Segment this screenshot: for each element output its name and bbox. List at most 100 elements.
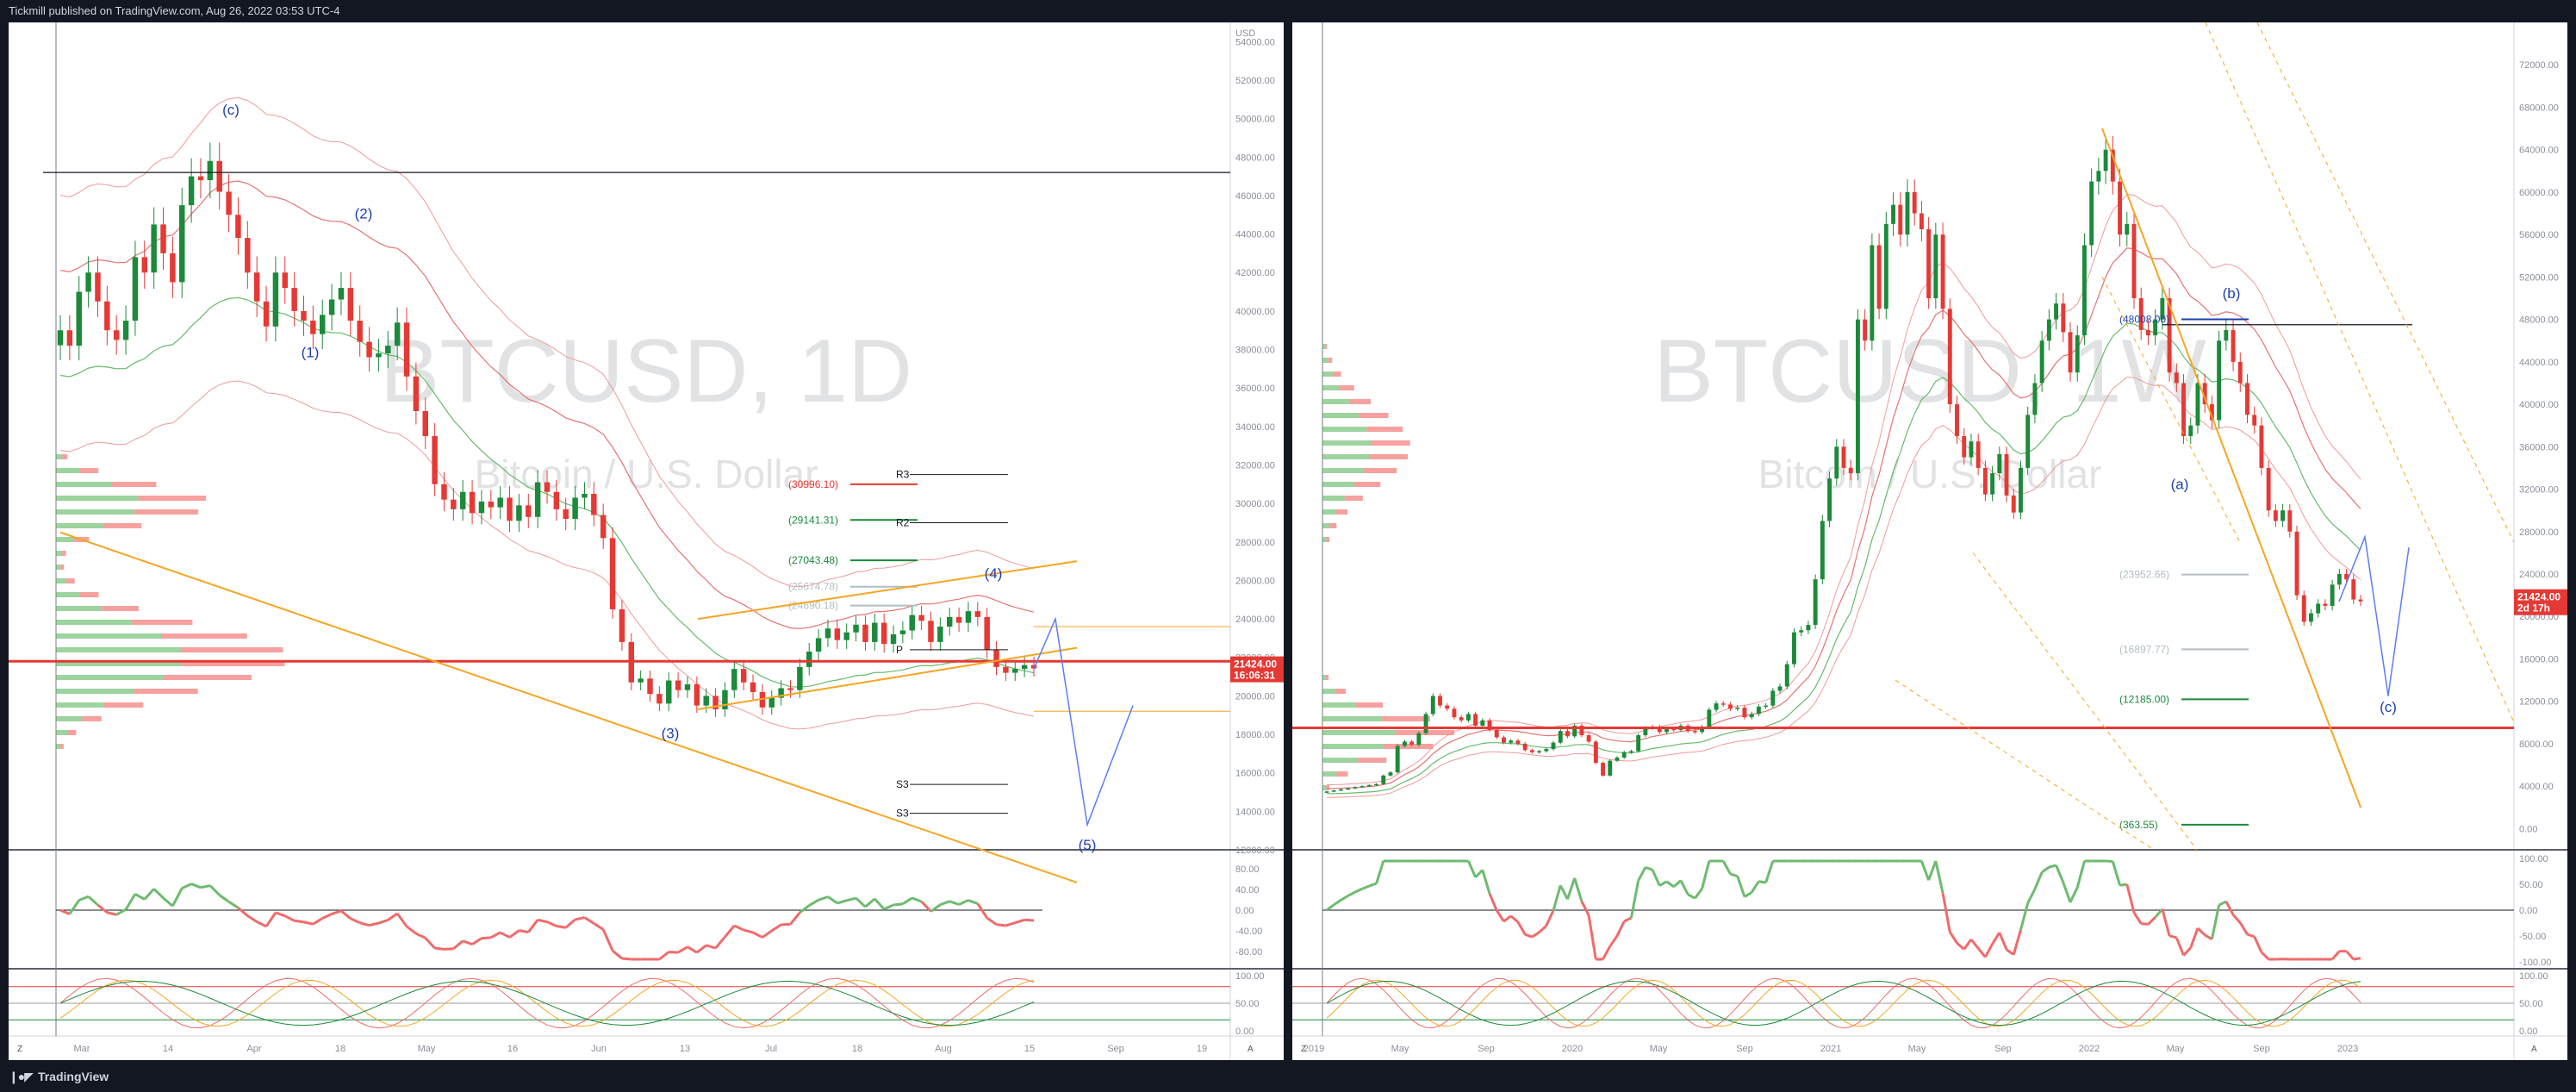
chart-svg-right[interactable]: BTCUSD, 1W Bitcoin / U.S. Dollar 72000.00 6… bbox=[1292, 22, 2567, 1060]
rsi-segment bbox=[1764, 860, 1775, 883]
trailing-stop-red bbox=[1326, 247, 2361, 789]
rsi-segment bbox=[2041, 865, 2050, 874]
candle-body bbox=[890, 633, 897, 645]
volume-profile-bar bbox=[1322, 482, 1354, 487]
publication-header: Tickmill published on TradingView.com, A… bbox=[0, 0, 2576, 22]
x-tick-label: 2022 bbox=[2079, 1044, 2100, 1054]
last-price-value: 21424.00 bbox=[1234, 658, 1277, 671]
rsi-segment bbox=[499, 931, 511, 939]
candle-body bbox=[1777, 686, 1783, 691]
x-tick-label: 14 bbox=[163, 1044, 173, 1054]
rsi-segment bbox=[1368, 882, 1378, 888]
wave-label: (b) bbox=[2223, 285, 2241, 302]
chart-panel-left[interactable]: BTCUSD, 1D Bitcoin / U.S. Dollar 54000.00 5… bbox=[9, 22, 1284, 1060]
candle-body bbox=[872, 622, 878, 642]
volume-profile-bar bbox=[1348, 399, 1372, 404]
rsi-segment bbox=[246, 914, 258, 923]
candle-body bbox=[591, 493, 597, 515]
candle-body bbox=[1955, 404, 1959, 436]
rsi-segment bbox=[546, 920, 557, 927]
rsi-segment bbox=[2210, 904, 2221, 940]
candle-body bbox=[413, 376, 420, 411]
auto-scale-button: A bbox=[1248, 1045, 1254, 1054]
candle-body bbox=[1919, 213, 1924, 229]
rsi-segment bbox=[481, 936, 491, 940]
stoch-k-line bbox=[1326, 977, 2361, 1029]
candle-body bbox=[2309, 613, 2313, 622]
candle-body bbox=[122, 321, 129, 340]
y-tick-label: 42000.00 bbox=[1235, 268, 1275, 278]
level-label: (25674.78) bbox=[788, 581, 838, 593]
candle-body bbox=[834, 628, 841, 640]
tradingview-brand[interactable]: ❙●◤ TradingView bbox=[9, 1070, 109, 1084]
rsi-segment bbox=[2182, 946, 2192, 957]
rsi-segment bbox=[303, 920, 314, 926]
candle-body bbox=[1621, 752, 1627, 758]
candle-body bbox=[815, 638, 822, 652]
rsi-segment bbox=[2048, 864, 2056, 869]
candle-body bbox=[366, 341, 372, 358]
candle-body bbox=[974, 611, 981, 617]
candle-body bbox=[1586, 735, 1591, 742]
rsi-segment bbox=[115, 908, 127, 916]
volume-profile-bar bbox=[1329, 523, 1337, 528]
candle-body bbox=[1565, 731, 1570, 737]
trailing-stop-green bbox=[1326, 322, 2361, 795]
candle-body bbox=[141, 257, 148, 273]
candle-body bbox=[993, 649, 999, 667]
level-label: (48008.00) bbox=[2119, 314, 2169, 326]
candle-body bbox=[1381, 775, 1386, 784]
auto-scale-button: A bbox=[2531, 1045, 2537, 1054]
candle-body bbox=[1905, 191, 1910, 235]
volume-profile-bar bbox=[1336, 509, 1348, 515]
chart-svg-left[interactable]: BTCUSD, 1D Bitcoin / U.S. Dollar 54000.00 5… bbox=[9, 22, 1284, 1060]
y-tick-label: 14000.00 bbox=[1235, 807, 1275, 817]
rsi-segment bbox=[1545, 909, 1555, 927]
rsi-segment bbox=[714, 936, 726, 949]
rsi-segment bbox=[1531, 931, 1540, 939]
rsi-segment bbox=[2141, 922, 2149, 926]
rsi-segment bbox=[827, 895, 838, 905]
y-tick-label: 68000.00 bbox=[2519, 103, 2559, 113]
rsi-segment bbox=[864, 897, 876, 908]
candle-body bbox=[619, 608, 625, 642]
candle-body bbox=[1459, 717, 1464, 721]
rsi-segment bbox=[2147, 916, 2156, 926]
volume-profile-bar bbox=[56, 482, 111, 487]
rsi-segment bbox=[321, 913, 333, 920]
rsi-segment bbox=[350, 917, 361, 925]
candle-body bbox=[1473, 714, 1478, 726]
candle-body bbox=[2209, 404, 2214, 421]
volume-profile-bar bbox=[60, 565, 65, 570]
volume-profile-bar bbox=[1325, 675, 1329, 680]
candle-body bbox=[2323, 603, 2328, 606]
chart-panel-right[interactable]: BTCUSD, 1W Bitcoin / U.S. Dollar 72000.00 6… bbox=[1292, 22, 2567, 1060]
wave-label: (c) bbox=[222, 102, 240, 118]
rsi-segment bbox=[359, 921, 370, 927]
level-label: (363.55) bbox=[2119, 819, 2158, 831]
candle-body bbox=[2075, 335, 2080, 373]
candle-body bbox=[1509, 740, 1514, 743]
rsi-segment bbox=[564, 918, 576, 929]
y-tick-label: 38000.00 bbox=[1235, 346, 1275, 356]
rsi-segment bbox=[190, 883, 202, 889]
candle-body bbox=[1608, 760, 1613, 776]
y-tick-label: 30000.00 bbox=[1235, 499, 1275, 509]
candle-body bbox=[1409, 741, 1415, 746]
y-tick-label: 56000.00 bbox=[2519, 230, 2559, 240]
rsi-segment bbox=[1956, 942, 1965, 951]
rsi-segment bbox=[1679, 879, 1689, 895]
volume-profile-bar bbox=[1322, 496, 1345, 501]
x-tick-label: Apr bbox=[246, 1044, 261, 1054]
rsi-segment bbox=[406, 925, 417, 935]
candle-body bbox=[1883, 223, 1888, 309]
level-label: (27043.48) bbox=[788, 554, 838, 566]
rsi-segment bbox=[490, 931, 501, 939]
rsi-segment bbox=[743, 928, 754, 934]
candle-body bbox=[488, 501, 495, 508]
volume-profile-bar bbox=[1340, 385, 1354, 390]
rsi-segment bbox=[1005, 921, 1016, 927]
candle-body bbox=[553, 491, 560, 509]
rsi-segment bbox=[537, 918, 548, 924]
x-tick-label: Sep bbox=[1107, 1044, 1124, 1054]
